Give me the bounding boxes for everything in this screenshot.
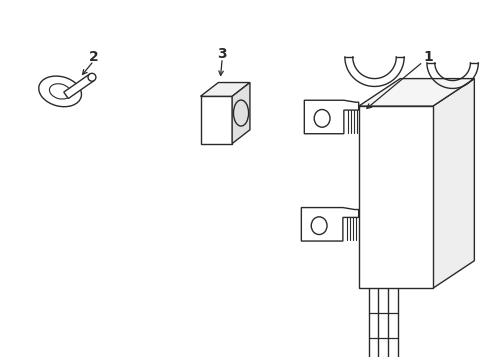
Polygon shape <box>301 208 358 241</box>
Polygon shape <box>200 96 232 144</box>
Polygon shape <box>358 78 473 106</box>
Polygon shape <box>232 82 249 144</box>
Ellipse shape <box>88 73 96 81</box>
Polygon shape <box>304 100 358 134</box>
Text: 2: 2 <box>89 50 99 64</box>
Polygon shape <box>200 82 249 96</box>
Polygon shape <box>63 74 94 99</box>
Polygon shape <box>358 106 432 288</box>
Polygon shape <box>432 78 473 288</box>
Text: 1: 1 <box>422 50 432 64</box>
Text: 3: 3 <box>217 47 226 61</box>
